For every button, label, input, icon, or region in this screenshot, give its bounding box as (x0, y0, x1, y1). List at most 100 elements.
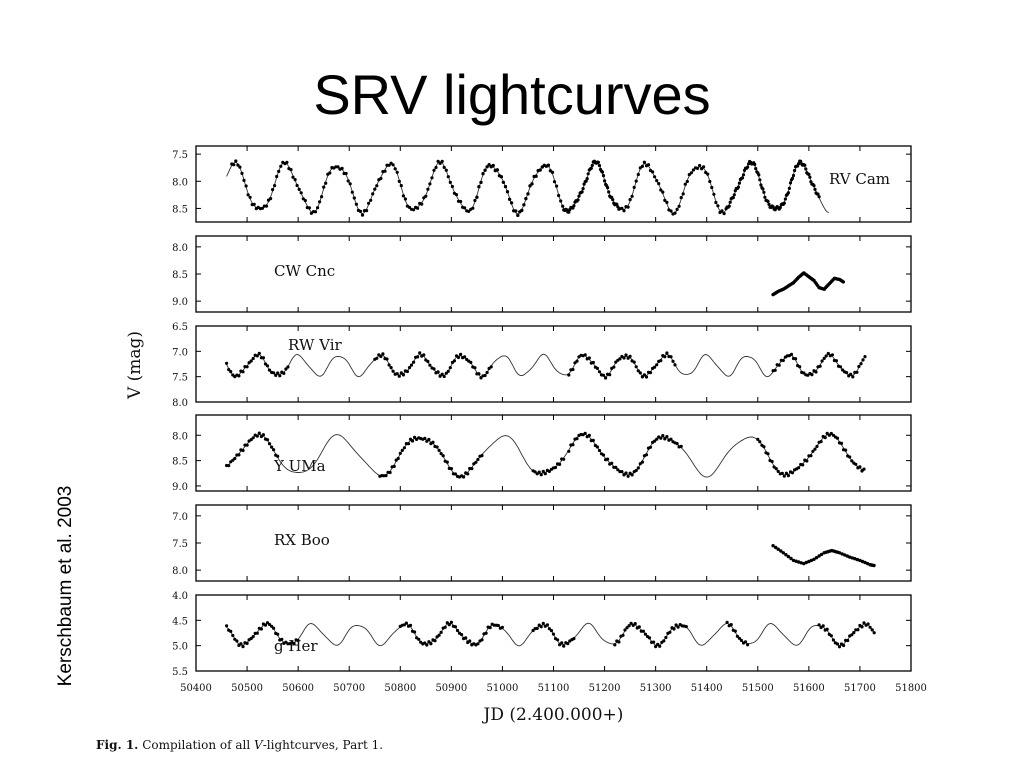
data-point (675, 442, 679, 446)
data-point (381, 352, 385, 356)
data-point (737, 636, 742, 640)
data-point (481, 172, 485, 176)
data-point (691, 168, 696, 172)
data-point (739, 176, 744, 181)
data-point (503, 185, 508, 189)
data-point (636, 466, 640, 470)
data-point (508, 197, 512, 201)
data-point (389, 366, 393, 370)
y-tick-label: 7.5 (172, 539, 188, 550)
data-point (580, 190, 584, 194)
data-point (584, 179, 588, 183)
data-point (259, 627, 263, 631)
data-point (860, 469, 864, 473)
data-point (835, 436, 840, 440)
x-tick-label: 51300 (640, 683, 672, 694)
x-tick-label: 51400 (691, 683, 723, 694)
data-point (674, 623, 678, 627)
data-point (859, 362, 863, 366)
data-point (823, 436, 827, 440)
data-point (239, 642, 243, 646)
data-point (397, 179, 401, 183)
y-tick-label: 4.0 (172, 591, 188, 602)
data-point (299, 191, 303, 195)
data-point (241, 645, 245, 649)
data-point (459, 199, 463, 204)
data-point (558, 643, 562, 647)
data-point (400, 448, 404, 452)
data-point (848, 455, 852, 459)
data-point (473, 366, 477, 370)
data-point (480, 638, 484, 642)
data-point (289, 168, 293, 172)
data-point (413, 435, 417, 439)
data-point (576, 198, 580, 202)
data-point (581, 187, 585, 191)
data-point (383, 169, 387, 173)
data-point (225, 361, 229, 365)
data-point (434, 165, 438, 170)
data-point (265, 438, 270, 442)
data-point (798, 365, 802, 369)
data-point (642, 160, 647, 164)
data-point (794, 357, 798, 361)
y-axis-label: V (mag) (125, 331, 145, 400)
data-point (232, 163, 236, 167)
data-point (408, 623, 413, 628)
data-point (835, 642, 840, 646)
data-point (791, 558, 796, 563)
data-point (752, 161, 756, 165)
data-point (276, 371, 280, 375)
data-point (748, 159, 752, 164)
data-point (665, 351, 669, 355)
data-point (437, 633, 441, 637)
data-point (443, 625, 447, 629)
data-point (227, 464, 231, 468)
data-point (636, 172, 640, 177)
data-point (248, 195, 252, 199)
x-tick-label: 50700 (333, 683, 365, 694)
data-point (804, 560, 808, 565)
data-point (597, 448, 602, 453)
data-point (424, 194, 428, 198)
data-point (463, 206, 467, 210)
data-point (379, 354, 383, 359)
data-point (453, 472, 457, 476)
data-point (632, 185, 636, 189)
data-point (801, 463, 805, 467)
data-point (853, 557, 857, 561)
data-point (236, 163, 240, 167)
data-point (555, 184, 559, 188)
data-point (766, 452, 770, 456)
caption-text-before: Compilation of all (142, 738, 255, 752)
model-curve-g-her (226, 622, 876, 647)
data-point (379, 176, 383, 181)
data-point (340, 166, 344, 170)
data-point (388, 470, 392, 475)
data-point (237, 374, 241, 378)
data-point (623, 628, 627, 632)
data-point (237, 453, 241, 457)
data-point (556, 638, 560, 642)
data-point (805, 459, 809, 463)
data-point (870, 628, 874, 632)
data-point (471, 206, 475, 210)
data-point (637, 625, 641, 629)
data-point (348, 182, 352, 186)
data-point (401, 194, 405, 198)
data-point (322, 185, 326, 189)
data-point (547, 469, 552, 473)
data-point (442, 374, 446, 379)
data-point (669, 437, 673, 441)
data-point (862, 467, 866, 471)
data-point (575, 437, 579, 441)
data-point (373, 187, 377, 191)
data-point (470, 467, 474, 471)
y-tick-label: 4.5 (172, 616, 188, 627)
x-tick-label: 50600 (282, 683, 314, 694)
data-point (291, 175, 295, 179)
data-point (591, 360, 595, 365)
data-point (600, 170, 605, 174)
data-point (295, 183, 299, 188)
data-point (774, 467, 778, 471)
